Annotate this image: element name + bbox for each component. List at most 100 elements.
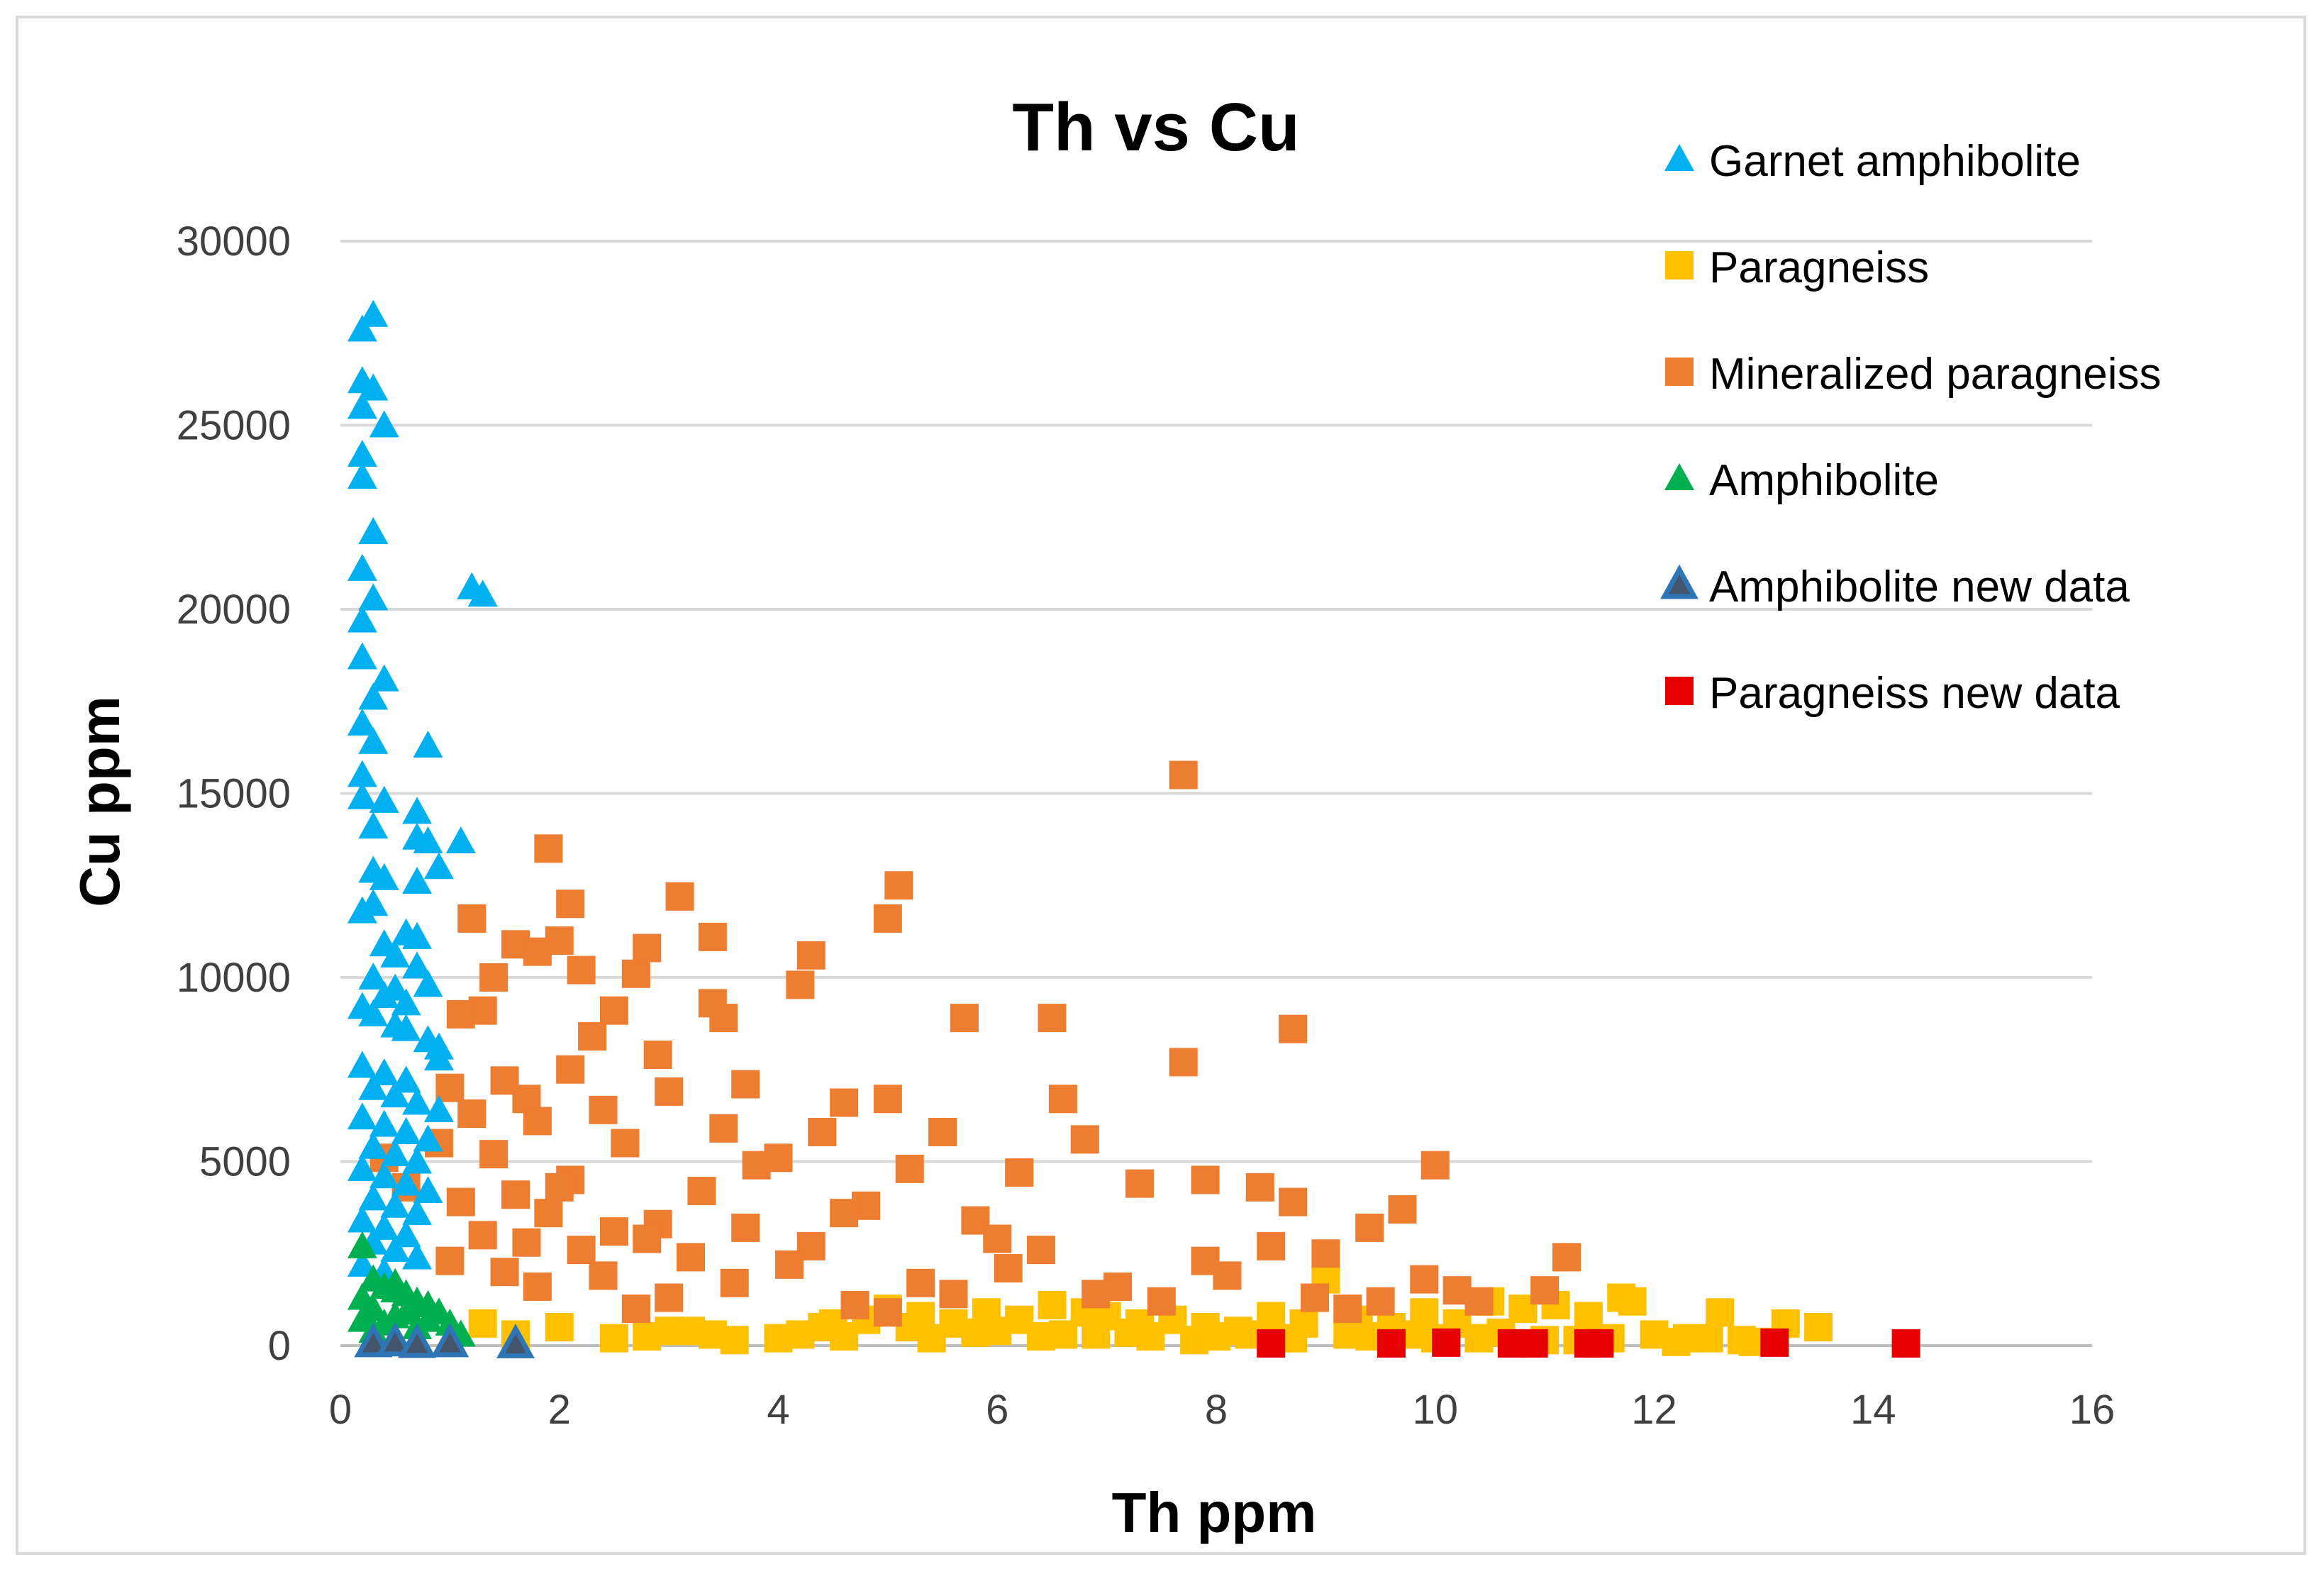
data-point xyxy=(347,1051,377,1078)
y-tick-label: 25000 xyxy=(177,403,291,449)
data-point xyxy=(369,980,399,1008)
data-point xyxy=(402,1242,433,1270)
data-point xyxy=(906,1268,935,1297)
legend-marker xyxy=(1665,358,1694,386)
data-point xyxy=(621,959,650,988)
data-point xyxy=(655,1077,684,1106)
data-point xyxy=(774,1250,804,1279)
series-6-points xyxy=(1257,1328,1920,1358)
data-point xyxy=(391,1116,421,1144)
series-1-points xyxy=(347,299,498,1299)
data-point xyxy=(633,1322,662,1351)
data-point xyxy=(369,863,399,890)
data-point xyxy=(423,852,454,880)
data-point xyxy=(358,963,389,990)
data-point xyxy=(413,1124,443,1152)
y-tick-label: 30000 xyxy=(177,218,291,265)
y-tick-label: 10000 xyxy=(177,955,291,1001)
data-point xyxy=(347,1102,377,1130)
data-point xyxy=(709,1114,738,1143)
data-point xyxy=(380,1139,411,1167)
data-point xyxy=(1333,1295,1362,1324)
y-axis-title: Cu ppm xyxy=(68,696,131,907)
data-point xyxy=(643,1040,672,1069)
data-point xyxy=(358,1183,389,1211)
data-point xyxy=(496,1324,535,1358)
data-point xyxy=(358,1131,389,1159)
data-point xyxy=(1420,1151,1450,1180)
data-point xyxy=(430,1322,469,1358)
data-point xyxy=(347,1249,377,1277)
data-point xyxy=(468,1309,497,1338)
data-point xyxy=(731,1213,760,1242)
data-point xyxy=(655,1283,684,1312)
data-point xyxy=(358,811,389,839)
data-point xyxy=(599,1217,628,1246)
chart-title: Th vs Cu xyxy=(1012,89,1299,165)
data-point xyxy=(621,1295,650,1324)
data-point xyxy=(1464,1287,1494,1316)
data-point xyxy=(687,1177,716,1206)
data-point xyxy=(939,1280,968,1309)
data-point xyxy=(413,1176,443,1204)
x-axis-title: Th ppm xyxy=(1112,1481,1317,1544)
data-point xyxy=(445,826,476,853)
data-point xyxy=(1432,1328,1461,1357)
data-point xyxy=(677,1317,705,1346)
data-point xyxy=(347,366,377,394)
data-point xyxy=(1618,1287,1647,1316)
data-point xyxy=(347,462,377,489)
data-point xyxy=(1191,1165,1220,1195)
data-point xyxy=(358,299,389,327)
x-tick-label: 12 xyxy=(1631,1387,1677,1433)
data-point xyxy=(347,782,377,809)
data-point xyxy=(1706,1298,1735,1327)
data-point xyxy=(633,1224,662,1253)
data-point xyxy=(523,1272,552,1301)
data-point xyxy=(446,999,475,1029)
data-point xyxy=(1552,1243,1581,1272)
data-point xyxy=(347,1205,377,1233)
legend-marker xyxy=(1664,463,1694,490)
data-point xyxy=(534,834,563,863)
data-point xyxy=(1662,1327,1691,1356)
data-point xyxy=(358,1073,389,1100)
data-point xyxy=(380,940,411,968)
legend: Garnet amphibolite Paragneiss Mineralized … xyxy=(1660,137,2162,718)
data-point xyxy=(402,797,433,824)
data-point xyxy=(369,1058,399,1085)
data-point xyxy=(347,553,377,581)
data-point xyxy=(1082,1280,1111,1309)
data-point xyxy=(1048,1085,1077,1114)
data-points xyxy=(347,299,1920,1358)
data-point xyxy=(369,1212,399,1240)
data-point xyxy=(786,970,815,999)
data-point xyxy=(1169,1048,1198,1077)
data-point xyxy=(402,951,433,979)
x-tick-label: 14 xyxy=(1850,1387,1896,1433)
data-point xyxy=(358,726,389,754)
data-point xyxy=(423,1094,454,1122)
data-point xyxy=(1147,1287,1176,1316)
data-point xyxy=(633,933,662,963)
data-point xyxy=(479,1140,508,1169)
data-point xyxy=(665,882,694,911)
legend-label: Paragneiss xyxy=(1709,243,1929,292)
data-point xyxy=(1311,1239,1340,1268)
data-point xyxy=(1585,1329,1614,1358)
legend-label: Mineralized paragneiss xyxy=(1709,350,2162,399)
x-tick-label: 10 xyxy=(1412,1387,1458,1433)
data-point xyxy=(391,1220,421,1248)
data-point xyxy=(1048,1320,1077,1349)
data-point xyxy=(556,1055,585,1084)
data-point xyxy=(786,1320,815,1349)
data-point xyxy=(1125,1169,1154,1198)
x-tick-label: 0 xyxy=(329,1387,352,1433)
data-point xyxy=(1388,1195,1417,1224)
data-point xyxy=(347,314,377,342)
data-point xyxy=(501,1180,530,1209)
series-5-points xyxy=(354,1321,535,1358)
data-point xyxy=(369,664,399,692)
data-point xyxy=(369,1109,399,1137)
